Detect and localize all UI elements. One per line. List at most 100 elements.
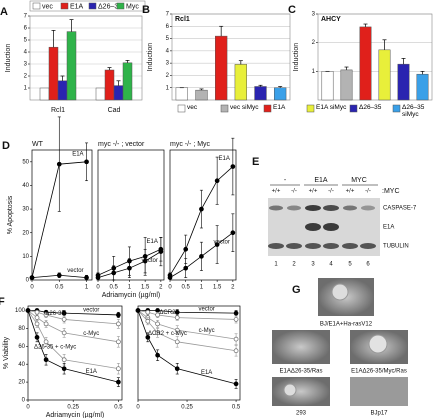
marker <box>167 275 173 280</box>
bar <box>340 69 353 101</box>
bar <box>378 49 391 101</box>
marker <box>233 348 239 354</box>
blot-group: E1A <box>314 177 328 184</box>
bar <box>234 64 247 101</box>
marker <box>56 272 62 278</box>
panel-letter: D <box>2 140 10 152</box>
series-label: E1A <box>201 370 212 376</box>
legend-swatch <box>349 104 358 113</box>
marker <box>145 309 151 315</box>
y-tick-label: 0 <box>22 398 26 404</box>
legend-frame <box>29 0 146 12</box>
y-tick-label: 6 <box>166 24 170 30</box>
marker <box>233 381 239 387</box>
series-label: E1A <box>147 239 158 245</box>
x-tick-label: 1.5 <box>213 285 222 291</box>
marker <box>155 330 160 336</box>
plot-frame <box>317 13 433 101</box>
marker <box>29 275 35 280</box>
marker <box>230 164 236 169</box>
marker <box>34 315 40 320</box>
y-axis-label: Induction <box>5 44 12 73</box>
chart-title: Rcl1 <box>175 16 190 23</box>
y-tick-label: 7 <box>24 14 28 20</box>
series-label: c-Myc <box>199 328 215 334</box>
micrograph-label: BJp17 <box>370 411 388 417</box>
x-tick-label: 0.5 <box>182 285 191 291</box>
bar <box>254 86 267 101</box>
plot-frame <box>171 13 291 101</box>
x-tick-label: 0 <box>168 285 172 291</box>
series-line <box>27 310 119 343</box>
series-label: Δ26-35 + c-Myc <box>34 344 76 350</box>
x-tick-label: 0 <box>96 285 100 291</box>
lane-number: 5 <box>348 262 352 268</box>
blot-group: - <box>284 177 287 184</box>
legend-label: E1A <box>273 104 286 111</box>
marker <box>116 321 121 327</box>
micrograph <box>350 377 408 406</box>
x-tick-label: 0 <box>136 405 140 411</box>
series-line <box>28 310 119 316</box>
y-tick-label: 6 <box>24 26 28 32</box>
marker <box>155 312 160 318</box>
legend-swatch <box>116 2 125 10</box>
marker <box>84 159 89 165</box>
marker <box>61 310 67 316</box>
lane-number: 6 <box>366 262 370 268</box>
bar <box>48 46 59 101</box>
marker <box>199 206 204 212</box>
series-label: vector <box>142 258 158 264</box>
marker <box>43 312 49 318</box>
plot-frame <box>31 149 93 281</box>
x-tick-label: 1 <box>200 285 204 291</box>
micrograph-label: E1AΔ26-35/Myc/Ras <box>351 369 407 375</box>
legend-item: Δ26–35 siMyc <box>402 104 424 118</box>
bands <box>268 205 376 249</box>
legend-item: E1A <box>273 104 286 111</box>
x-tick-label: 0 <box>30 285 34 291</box>
bar <box>104 69 115 101</box>
marker <box>25 308 31 313</box>
marker <box>214 242 220 247</box>
marker <box>214 178 220 184</box>
bar <box>122 62 133 101</box>
y-tick-label: 20 <box>18 380 25 386</box>
micrograph <box>272 377 330 406</box>
plot-frame <box>169 149 237 281</box>
lane-number: 4 <box>329 262 333 268</box>
y-tick-label: 1 <box>166 85 170 91</box>
blot-row: TUBULIN <box>383 244 409 250</box>
y-tick-label: 2 <box>24 74 28 80</box>
panel-letter: B <box>142 4 150 16</box>
x-tick-label: 2 <box>159 285 163 291</box>
y-axis-label: Induction <box>147 43 154 72</box>
bar <box>195 89 208 101</box>
x-tick-label: Cad <box>108 107 121 114</box>
bar <box>416 73 429 101</box>
x-tick-label: 0.5 <box>114 405 123 411</box>
y-tick-label: 50 <box>22 159 29 165</box>
panel-letter: C <box>288 4 296 16</box>
marker <box>233 317 239 322</box>
y-tick-label: 1 <box>24 86 28 92</box>
y-axis-label: Induction <box>293 43 300 72</box>
x-tick-label: 0 <box>26 405 30 411</box>
series-label: Δ26-35 <box>45 311 65 317</box>
panel-letter: F <box>0 296 5 308</box>
marker <box>183 265 189 271</box>
marker <box>56 161 62 167</box>
bar <box>397 63 410 101</box>
y-tick-label: 3 <box>24 62 28 68</box>
x-tick-label: 1 <box>85 285 89 291</box>
legend-swatch <box>220 104 229 113</box>
y-tick-label: 2 <box>312 40 316 46</box>
legend-swatch <box>177 104 186 113</box>
x-axis-label: Adriamycin (µg/ml) <box>46 412 105 418</box>
chart-title: AHCY <box>321 16 341 23</box>
y-tick-label: 1 <box>312 69 316 75</box>
marker <box>142 258 148 264</box>
marker <box>61 317 67 322</box>
blot: E - E1A MYC :MYC +/+ -/- +/+ -/- +/+ -/-… <box>252 156 417 268</box>
